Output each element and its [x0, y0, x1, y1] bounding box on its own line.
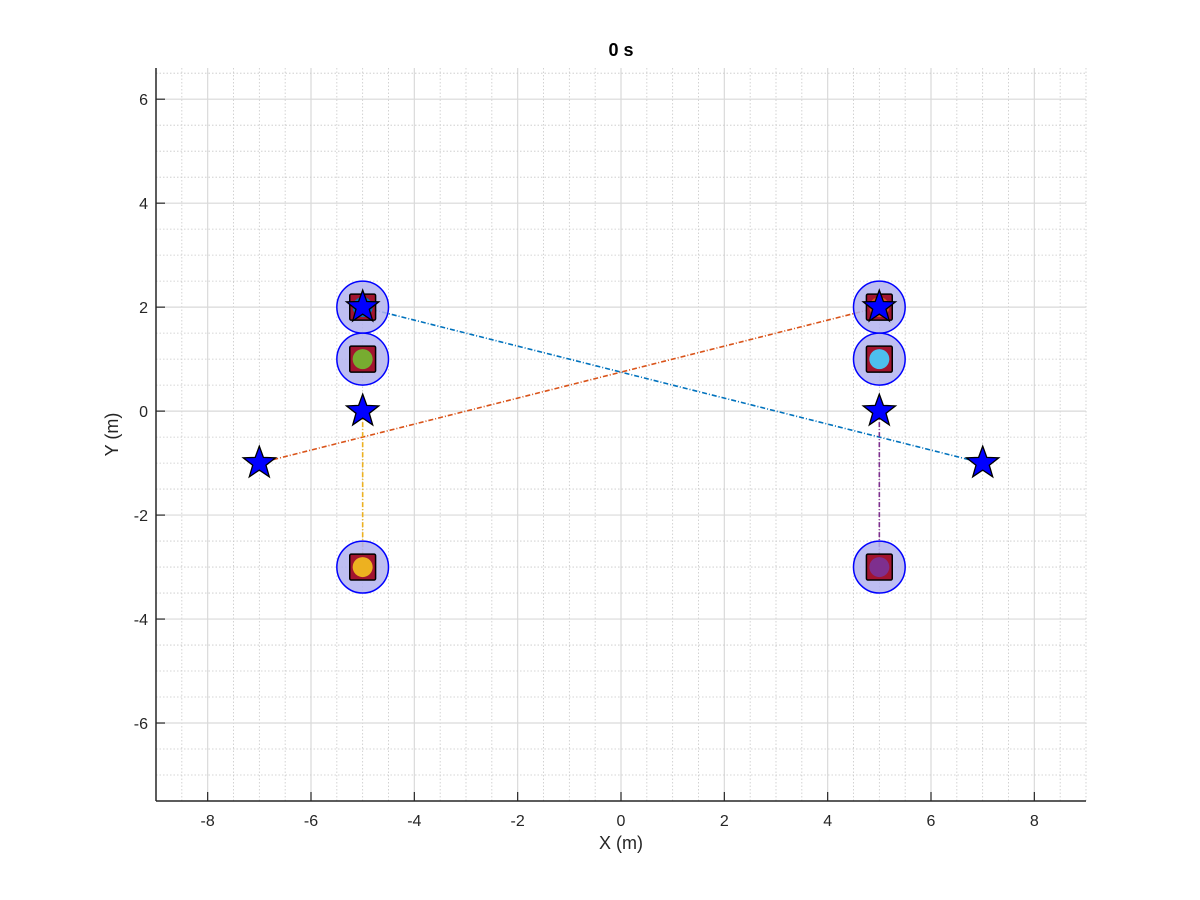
y-tick-label: 6 — [139, 92, 148, 109]
plot-area: -8 -6 -4 -2 0 2 4 6 8 -6 -4 -2 0 2 4 6 — [134, 68, 1087, 830]
x-tick-label: 8 — [1030, 813, 1039, 830]
y-tick-label: -2 — [134, 508, 148, 525]
goals — [241, 288, 1001, 479]
robot-dot — [352, 557, 373, 578]
path-line — [259, 306, 880, 464]
x-tick-label: 4 — [823, 813, 832, 830]
chart-title: 0 s — [608, 40, 633, 60]
robot-marker — [865, 553, 894, 581]
y-tick-label: 4 — [139, 196, 148, 213]
goal-star — [344, 288, 381, 323]
goal-star — [861, 392, 898, 427]
robot-dot — [869, 349, 890, 370]
goal-star — [344, 392, 381, 427]
y-tick-label: 0 — [139, 404, 148, 421]
robot-marker — [865, 345, 894, 373]
y-axis-label: Y (m) — [102, 413, 122, 457]
goal-star — [964, 444, 1001, 479]
x-tick-label: -6 — [304, 813, 318, 830]
robot-dot — [352, 349, 373, 370]
x-tick-label: -8 — [201, 813, 215, 830]
grid — [155, 68, 1087, 802]
goal-star — [861, 288, 898, 323]
axes — [155, 68, 1086, 802]
x-tick-label: -4 — [407, 813, 421, 830]
x-tick-label: 0 — [617, 813, 626, 830]
robot-dot — [869, 557, 890, 578]
y-tick-label: -4 — [134, 612, 148, 629]
x-tick-label: 6 — [927, 813, 936, 830]
robot-marker — [349, 345, 377, 373]
paths — [259, 306, 983, 568]
y-tick-label: 2 — [139, 300, 148, 317]
y-tick-label: -6 — [134, 716, 148, 733]
goal-star — [241, 444, 278, 479]
path-line — [362, 306, 983, 464]
x-tick-label: -2 — [511, 813, 525, 830]
tick-labels: -8 -6 -4 -2 0 2 4 6 8 -6 -4 -2 0 2 4 6 — [134, 92, 1039, 830]
robot-marker — [349, 553, 377, 581]
x-tick-label: 2 — [720, 813, 729, 830]
x-axis-label: X (m) — [599, 833, 643, 853]
